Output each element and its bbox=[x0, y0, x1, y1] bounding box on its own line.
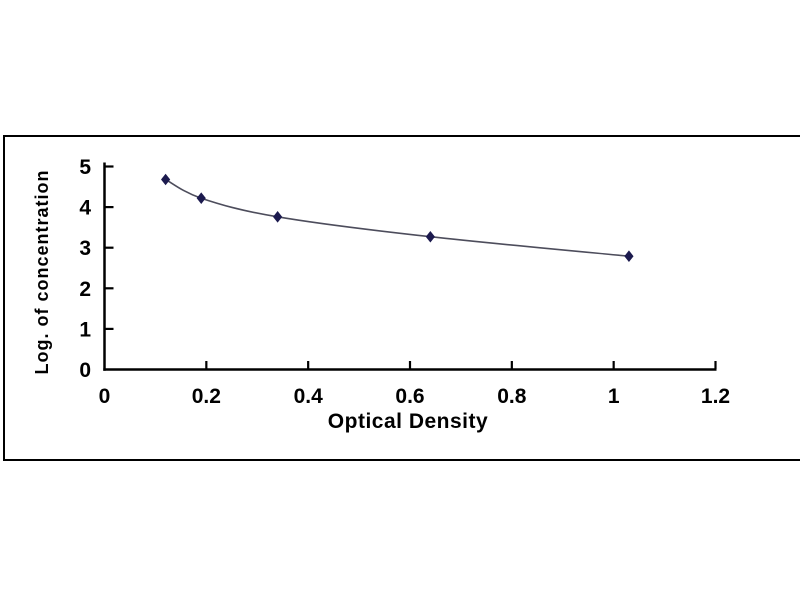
data-point-marker bbox=[624, 250, 634, 263]
x-tick-label: 0.6 bbox=[395, 385, 424, 408]
x-tick-label: 0.4 bbox=[294, 385, 324, 408]
y-tick-label: 4 bbox=[79, 197, 91, 220]
y-tick-label: 1 bbox=[79, 318, 91, 341]
y-tick-label: 0 bbox=[79, 359, 91, 382]
series-curve bbox=[165, 178, 629, 257]
y-tick-label: 5 bbox=[79, 156, 91, 179]
x-tick-label: 0 bbox=[99, 385, 111, 408]
data-point-marker bbox=[425, 230, 435, 243]
x-tick-label: 0.8 bbox=[497, 385, 527, 408]
x-tick-label: 1.2 bbox=[701, 385, 730, 408]
y-tick-label: 2 bbox=[79, 278, 91, 301]
y-tick-label: 3 bbox=[79, 237, 91, 260]
x-axis-title: Optical Density bbox=[327, 410, 489, 433]
x-tick-label: 1 bbox=[608, 385, 620, 408]
data-point-marker bbox=[273, 211, 283, 223]
chart-border-box bbox=[3, 135, 800, 461]
x-tick-label: 0.2 bbox=[192, 385, 221, 408]
data-point-marker bbox=[161, 173, 171, 186]
data-point-marker bbox=[196, 192, 206, 204]
